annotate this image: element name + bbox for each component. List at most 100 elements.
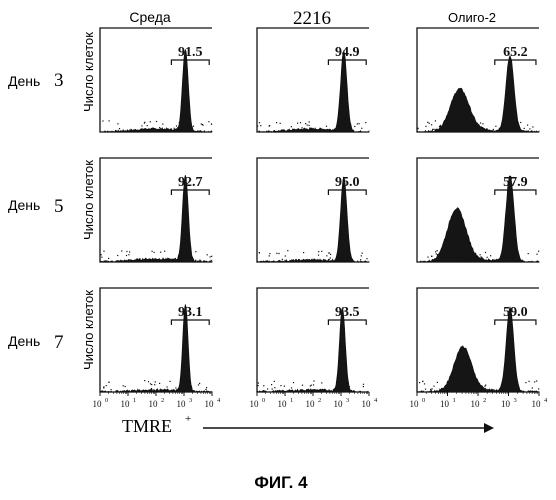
speckle: [155, 381, 156, 382]
svg-text:5: 5: [54, 196, 64, 217]
speckle: [436, 253, 437, 254]
speckle: [470, 384, 471, 385]
speckle: [178, 260, 179, 261]
x-tick-label: 10: [532, 399, 542, 409]
speckle: [258, 385, 259, 386]
speckle: [297, 123, 298, 124]
histogram-panels: 91.594.965.292.795.057.993.1100101102103…: [93, 28, 549, 409]
speckle: [536, 254, 537, 255]
panel-frame: [100, 28, 212, 132]
speckle: [336, 382, 337, 383]
gate-percent-label: 95.0: [335, 175, 360, 190]
speckle: [326, 126, 327, 127]
speckle: [487, 257, 488, 258]
speckle: [150, 121, 151, 122]
x-tick-exponent: 1: [290, 397, 293, 404]
speckle: [433, 129, 434, 130]
speckle: [144, 128, 145, 129]
panel-frame: [257, 28, 369, 132]
speckle: [151, 388, 152, 389]
speckle: [532, 126, 533, 127]
speckle: [517, 123, 518, 124]
speckle: [304, 128, 305, 129]
speckle: [363, 386, 364, 387]
speckle: [193, 126, 194, 127]
speckle: [278, 253, 279, 254]
speckle: [269, 255, 270, 256]
speckle: [477, 256, 478, 257]
speckle: [111, 389, 112, 390]
speckle: [528, 253, 529, 254]
speckle: [459, 382, 460, 383]
panel-frame: [100, 158, 212, 262]
speckle: [431, 124, 432, 125]
speckle: [427, 257, 428, 258]
x-tick-label: 10: [306, 399, 316, 409]
speckle: [276, 253, 277, 254]
gate-marker: [495, 60, 536, 65]
x-tick-label: 10: [250, 399, 260, 409]
histogram-panel: 65.2: [417, 28, 539, 132]
gate-marker: [495, 320, 536, 325]
histogram-panel: 57.9: [417, 158, 539, 262]
x-tick-exponent: 0: [262, 397, 265, 404]
speckle: [493, 129, 494, 130]
speckle: [108, 382, 109, 383]
speckle: [538, 388, 539, 389]
speckle: [276, 122, 277, 123]
svg-text:3: 3: [54, 70, 64, 91]
speckle: [259, 122, 260, 123]
speckle: [287, 250, 288, 251]
x-tick-label: 10: [205, 399, 215, 409]
speckle: [463, 257, 464, 258]
speckle: [164, 251, 165, 252]
speckle: [123, 385, 124, 386]
speckle: [451, 255, 452, 256]
speckle: [344, 250, 345, 251]
speckle: [271, 384, 272, 385]
column-header-2216: 2216: [293, 8, 331, 29]
speckle: [195, 251, 196, 252]
speckle: [366, 258, 367, 259]
speckle: [359, 123, 360, 124]
speckle: [419, 382, 420, 383]
svg-text:День: День: [8, 333, 40, 349]
speckle: [430, 389, 431, 390]
x-tick-exponent: 3: [189, 397, 192, 404]
speckle: [527, 125, 528, 126]
x-tick-exponent: 1: [453, 397, 456, 404]
speckle: [338, 127, 339, 128]
speckle: [167, 386, 168, 387]
speckle: [263, 385, 264, 386]
svg-text:День: День: [8, 197, 40, 213]
x-tick-exponent: 4: [544, 397, 548, 404]
gate-percent-label: 91.5: [178, 45, 203, 60]
x-tick-label: 10: [278, 399, 288, 409]
speckle: [267, 388, 268, 389]
speckle: [303, 252, 304, 253]
speckle: [361, 128, 362, 129]
speckle: [309, 121, 310, 122]
speckle: [513, 388, 514, 389]
speckle: [524, 128, 525, 129]
speckle: [207, 254, 208, 255]
speckle: [422, 381, 423, 382]
histogram-curve: [100, 50, 212, 132]
speckle: [485, 385, 486, 386]
speckle: [291, 387, 292, 388]
speckle: [329, 259, 330, 260]
speckle: [490, 255, 491, 256]
speckle: [474, 256, 475, 257]
speckle: [440, 125, 441, 126]
speckle: [482, 388, 483, 389]
speckle: [520, 122, 521, 123]
histogram-panel: 59.0100101102103104: [410, 288, 549, 409]
x-tick-label: 10: [121, 399, 131, 409]
speckle: [102, 120, 103, 121]
speckle: [431, 256, 432, 257]
gate-marker: [328, 60, 366, 65]
speckle: [272, 389, 273, 390]
speckle: [432, 129, 433, 130]
speckle: [181, 251, 182, 252]
speckle: [181, 130, 182, 131]
